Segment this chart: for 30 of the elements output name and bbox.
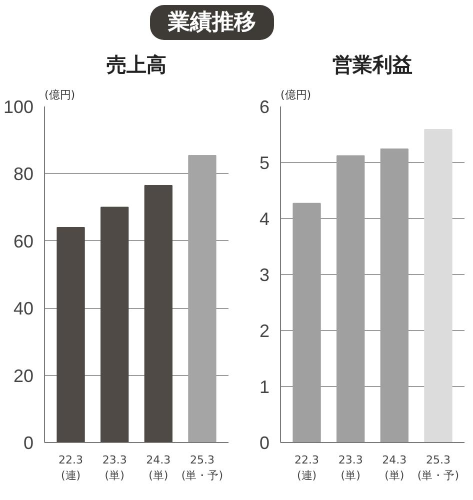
y-tick-label: 1 xyxy=(259,377,270,398)
x-tick-label: 22.3 (連) xyxy=(58,454,84,483)
y-tick-label: 0 xyxy=(23,433,34,454)
x-tick-label: 22.3 (連) xyxy=(294,454,320,483)
y-axis-title: (億円) xyxy=(44,88,76,102)
bar xyxy=(424,129,452,443)
y-axis-title: (億円) xyxy=(280,88,312,102)
x-tick-label: 25.3 (単・予) xyxy=(181,454,224,483)
x-tick-label: 24.3 (単) xyxy=(146,454,171,483)
y-tick-label: 80 xyxy=(13,164,34,185)
x-tick-label: 23.3 (単) xyxy=(338,454,363,483)
x-tick-label: 25.3 (単・予) xyxy=(417,454,460,483)
bar xyxy=(144,185,172,443)
y-tick-label: 20 xyxy=(13,366,34,386)
chart-title: 営業利益 xyxy=(332,52,412,77)
text: 業績推移 xyxy=(168,9,256,37)
y-tick-label: 3 xyxy=(259,265,270,286)
y-tick-label: 40 xyxy=(13,299,34,320)
bar xyxy=(100,207,129,443)
chart-title: 売上高 xyxy=(106,52,166,77)
y-tick-label: 0 xyxy=(259,433,270,454)
x-tick-label: 24.3 (単) xyxy=(382,454,407,483)
x-tick-label: 23.3 (単) xyxy=(102,454,127,483)
y-tick-label: 6 xyxy=(259,97,270,118)
y-tick-label: 4 xyxy=(259,209,270,230)
y-tick-label: 100 xyxy=(3,97,34,118)
y-tick-label: 60 xyxy=(13,232,34,252)
y-tick-label: 2 xyxy=(259,321,270,342)
y-tick-label: 5 xyxy=(259,153,270,174)
bar xyxy=(56,227,85,443)
